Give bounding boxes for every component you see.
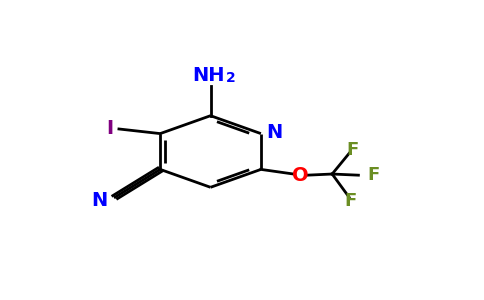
Text: N: N bbox=[267, 123, 283, 142]
Text: F: F bbox=[345, 192, 357, 210]
Text: 2: 2 bbox=[227, 71, 236, 85]
Text: F: F bbox=[367, 166, 379, 184]
Text: F: F bbox=[347, 141, 359, 159]
Text: O: O bbox=[292, 166, 309, 185]
Text: N: N bbox=[91, 191, 107, 210]
Text: I: I bbox=[106, 119, 113, 139]
Text: NH: NH bbox=[193, 65, 225, 85]
